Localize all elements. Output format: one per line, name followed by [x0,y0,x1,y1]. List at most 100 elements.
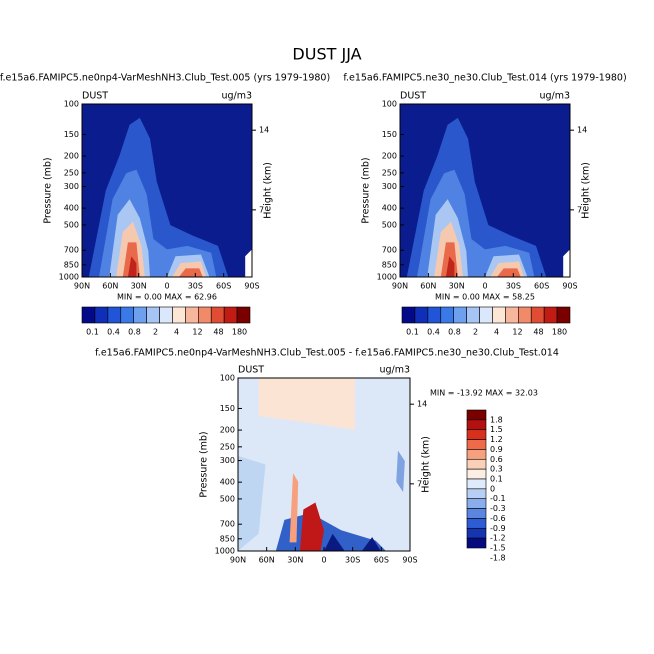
colorbar-label: 48 [213,328,223,337]
y-tick-label: 500 [220,494,235,503]
contour-field [82,104,252,277]
x-tick-label: 90S [244,282,259,291]
colorbar-box [466,419,487,431]
x-tick-label: 0 [482,282,487,291]
colorbar-box [107,306,122,324]
colorbar-label: 4 [174,328,179,337]
y-tick-label: 850 [64,260,79,269]
colorbar-box [210,306,225,324]
colorbar-box [172,306,186,324]
y-tick-label: 250 [64,168,79,177]
y-tick-label: 250 [220,442,235,451]
contour-region [563,249,570,277]
colorbar-label: -0.6 [490,514,506,523]
colorbar-label: -0.1 [490,494,506,503]
colorbar-box [466,429,487,440]
x-tick-label: 0 [164,282,169,291]
colorbar-box [492,306,506,324]
y-tick-label: 400 [382,204,397,213]
colorbar-label: 4 [494,328,499,337]
colorbar-box [466,508,487,519]
colorbar-box [466,458,487,470]
contour-region [238,455,266,551]
colorbar-box [466,439,487,450]
colorbar-label: 0.1 [406,328,419,337]
colorbar-label: 48 [533,328,543,337]
colorbar-box [466,409,487,421]
y-tick-label: 150 [382,130,397,139]
colorbar-box [223,306,238,324]
x-tick-label: 30S [188,282,203,291]
colorbar-box [466,537,487,549]
x-tick-label: 30S [345,556,360,565]
y-tick-label: 300 [382,182,397,191]
colorbar-box [185,306,199,324]
colorbar-box [466,468,487,480]
colorbar-box [440,306,454,324]
colorbar-box [466,306,480,324]
contour-region [396,450,405,493]
contour-field [238,378,410,551]
y-tick-label: 300 [64,182,79,191]
units-label: ug/m3 [221,91,252,102]
y2-axis-label: Height (km) [581,162,592,219]
y-tick-label: 200 [220,426,235,435]
colorbar-box [401,306,416,324]
y2-tick-label: 14 [259,126,269,135]
colorbar-label: 0.8 [128,328,141,337]
colorbar-box [94,306,109,324]
y-tick-label: 100 [382,100,397,109]
y-tick-label: 500 [64,220,79,229]
panel-subtitle: f.e15a6.FAMIPC5.ne0np4-VarMeshNH3.Club_T… [0,73,330,84]
colorbar-label: 0.4 [427,328,440,337]
figure-title: DUST JJA [292,45,361,64]
x-tick-label: 30N [131,282,147,291]
y-tick-label: 200 [64,152,79,161]
colorbar-label: 0.9 [490,445,503,454]
y-tick-label: 1000 [377,273,397,282]
colorbar-box [236,306,251,324]
colorbar-label: 1.2 [490,435,503,444]
y-axis-label: Pressure (mb) [43,157,54,223]
x-tick-label: 90S [402,556,417,565]
y-tick-label: 700 [64,246,79,255]
stats-label: MIN = 0.00 MAX = 62.96 [117,293,217,302]
variable-label: DUST [238,365,264,376]
y-tick-label: 1000 [215,547,235,556]
y-axis-label: Pressure (mb) [361,157,372,223]
contour-field [400,104,570,277]
x-tick-label: 60S [216,282,231,291]
colorbar-label: -0.3 [490,504,506,513]
contour-region [238,378,410,551]
colorbar-box [81,306,96,324]
panel-subtitle: f.e15a6.FAMIPC5.ne30_ne30.Club_Test.014 … [343,73,626,84]
x-tick-label: 90N [230,556,246,565]
panel-subtitle: f.e15a6.FAMIPC5.ne0np4-VarMeshNH3.Club_T… [95,348,559,359]
x-tick-label: 90S [562,282,577,291]
colorbar-box [479,306,493,324]
colorbar-box [518,306,532,324]
y2-axis-label: Height (km) [263,162,274,219]
contour-region [496,268,521,277]
colorbar-box [466,527,487,539]
x-tick-label: 60S [534,282,549,291]
colorbar-box [427,306,442,324]
colorbar-box [120,306,134,324]
colorbar-label: 2 [153,328,158,337]
colorbar-label: 0.8 [448,328,461,337]
x-tick-label: 30S [506,282,521,291]
y-tick-label: 400 [220,478,235,487]
y-axis-label: Pressure (mb) [199,431,210,497]
stats-label: MIN = 0.00 MAX = 58.25 [435,293,535,302]
y-tick-label: 1000 [59,273,79,282]
y-tick-label: 850 [382,260,397,269]
colorbar-label: -0.9 [490,524,506,533]
contour-region [289,473,299,543]
colorbar-box [466,518,487,529]
colorbar-label: -1.5 [490,544,506,553]
contour-region [445,256,455,277]
x-tick-label: 60S [374,556,389,565]
colorbar-box [556,306,571,324]
x-tick-label: 60N [420,282,436,291]
